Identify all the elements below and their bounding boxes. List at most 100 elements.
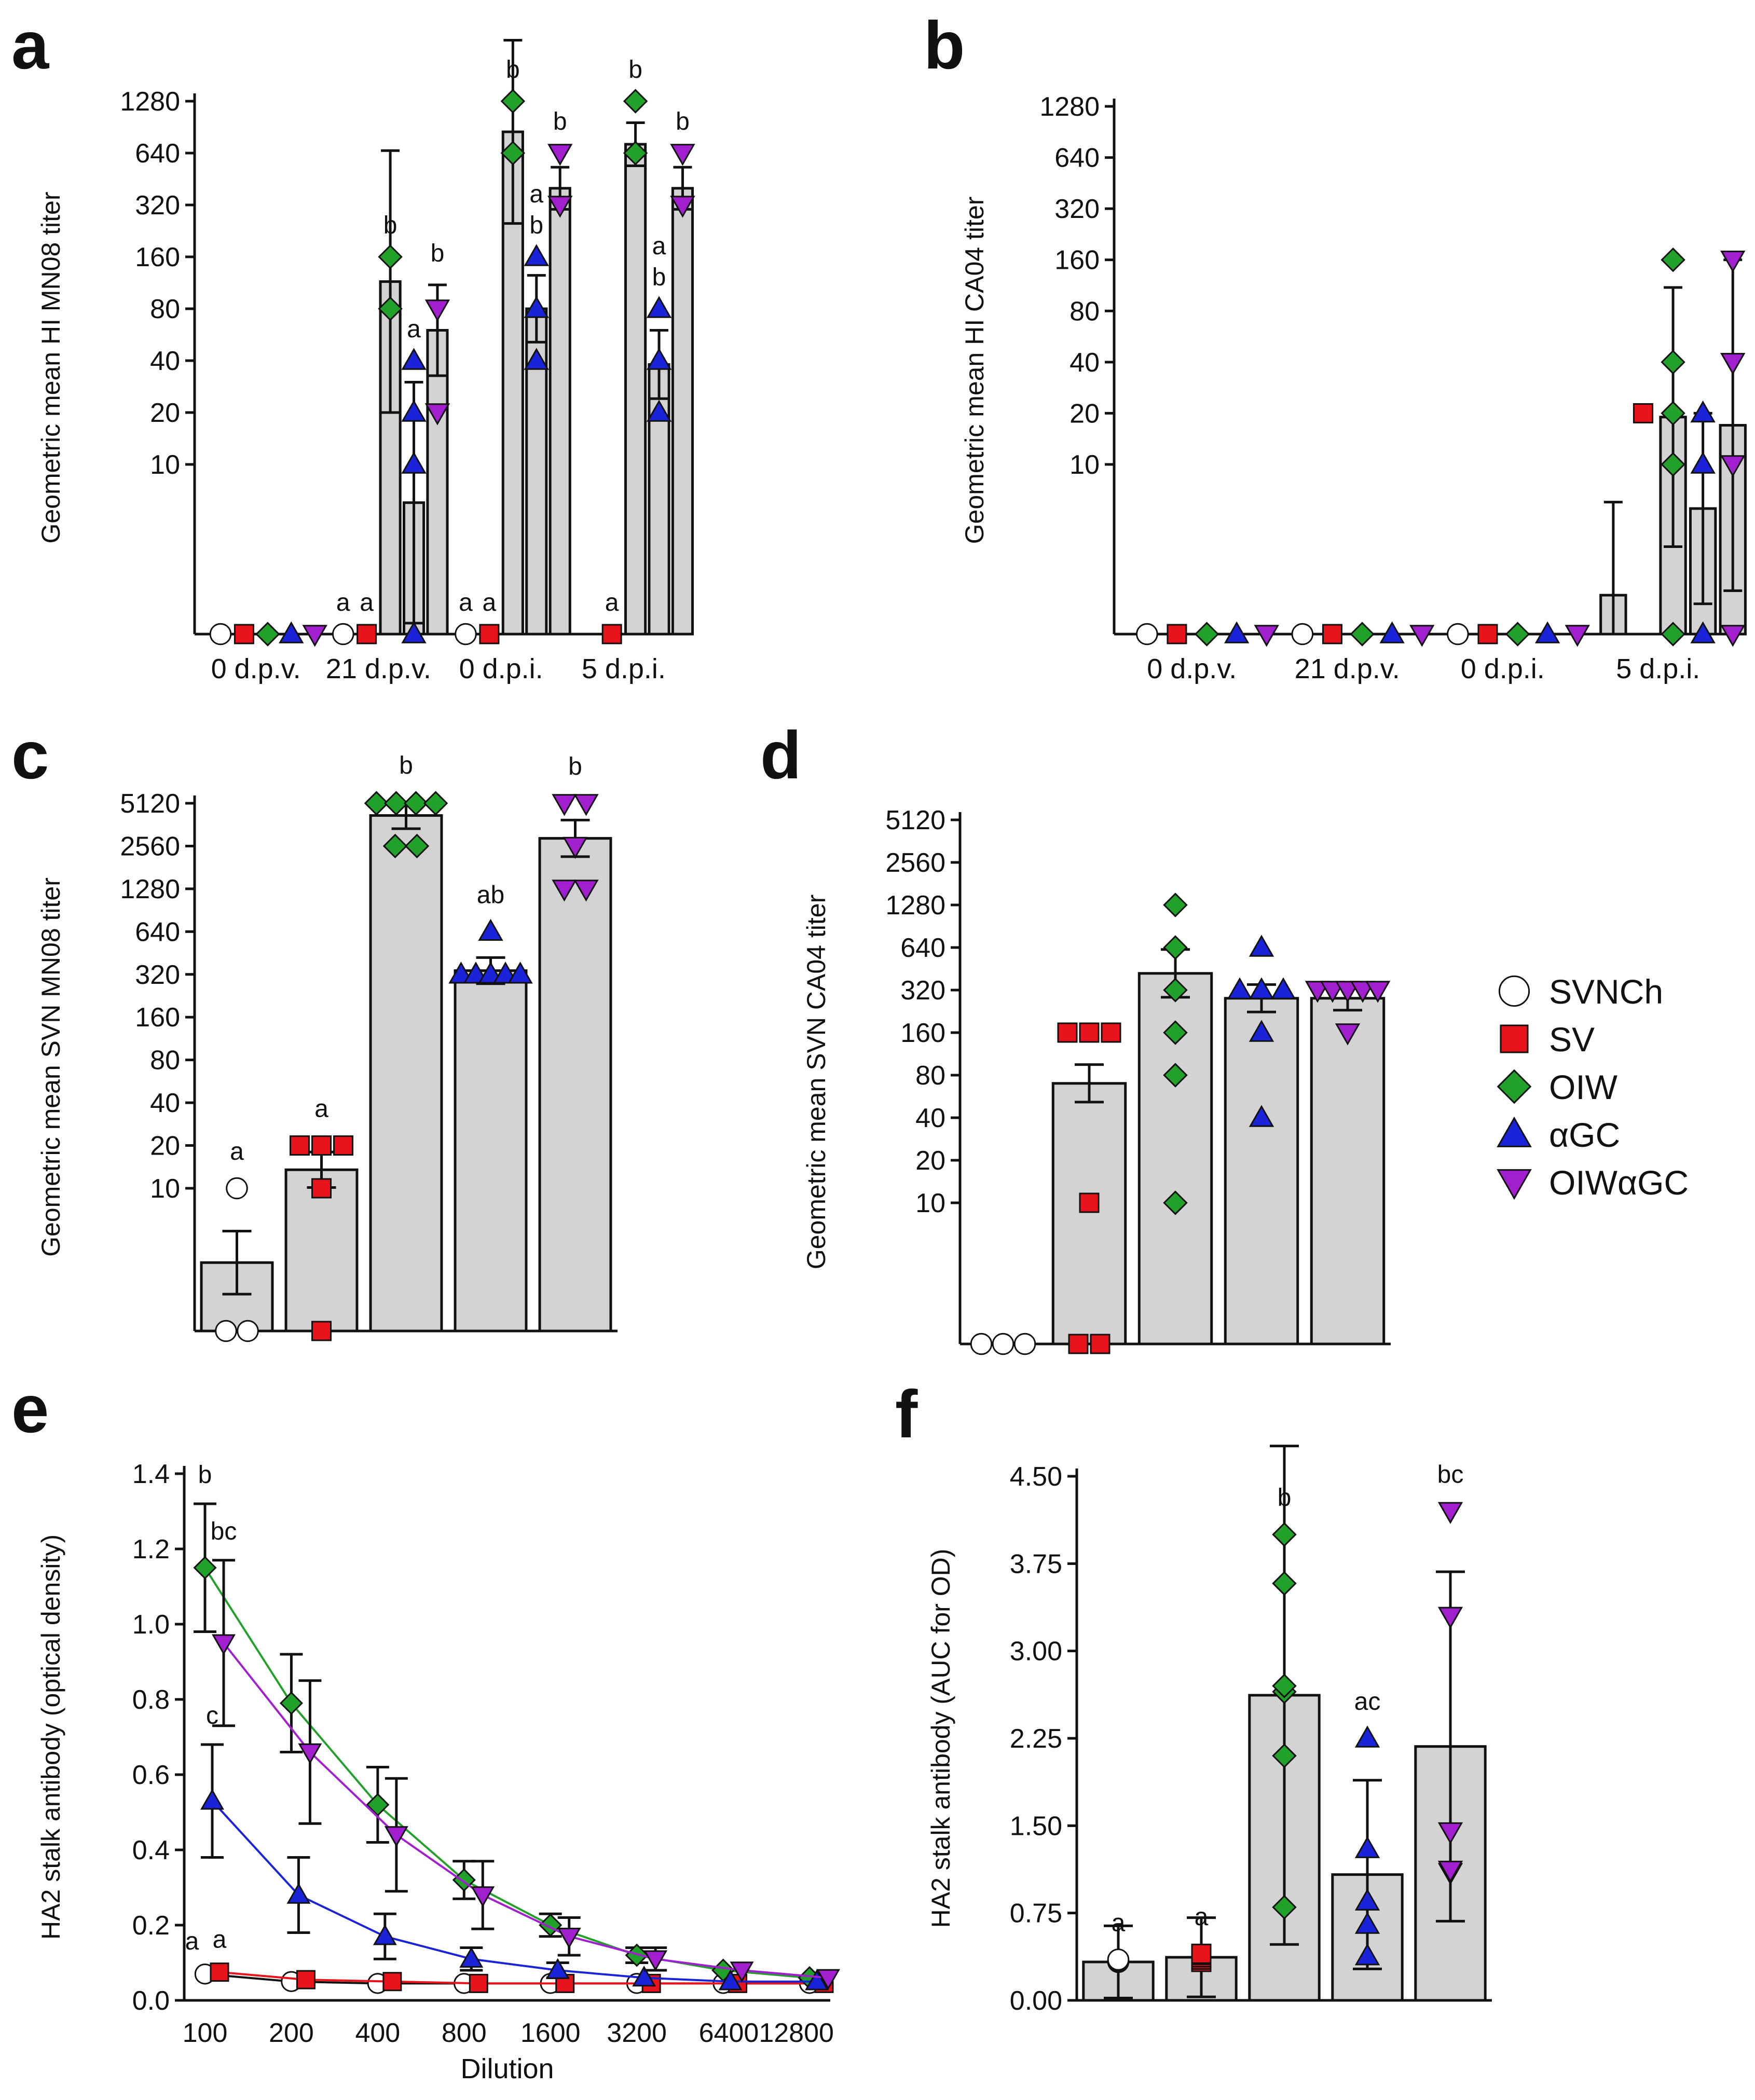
- data-point-SVNCh: [1013, 1333, 1036, 1355]
- data-point-OIW: [500, 141, 526, 166]
- data-point-SVNCh: [237, 1320, 259, 1342]
- significance-label: b: [628, 56, 642, 84]
- data-point-aGC: [805, 1969, 829, 1991]
- data-point-OIWaGC: [1437, 1822, 1463, 1845]
- legend-label-aGC: αGC: [1549, 1116, 1620, 1154]
- significance-label: bc: [1437, 1461, 1464, 1488]
- x-group-label: 0 d.p.v.: [211, 653, 301, 684]
- significance-label: a: [459, 589, 473, 616]
- x-tick-label: 1600: [520, 2018, 581, 2048]
- data-point-SV: [296, 1970, 316, 1989]
- data-point-aGC: [478, 918, 503, 941]
- data-point-SV: [290, 1135, 310, 1156]
- data-point-aGC: [1534, 621, 1560, 643]
- y-tick-label: 0.4: [132, 1835, 170, 1865]
- data-point-SVNCh: [1291, 623, 1314, 646]
- data-point-OIWaGC: [424, 299, 450, 322]
- data-point-OIWaGC: [1254, 625, 1279, 647]
- y-tick-label: 10: [150, 450, 180, 480]
- significance-label: ab: [477, 881, 504, 909]
- data-point-OIW: [423, 791, 448, 816]
- data-point-SV: [382, 1972, 402, 1992]
- bar: [624, 143, 647, 636]
- y-tick-label: 1280: [885, 890, 945, 921]
- legend-marker-SVNCh: [1498, 975, 1530, 1007]
- y-tick-label: 1280: [120, 87, 180, 117]
- data-point-OIW: [404, 833, 430, 859]
- significance-label: b: [1278, 1484, 1292, 1512]
- y-axis-label: HA2 stalk antibody (AUC for OD): [926, 1549, 955, 1928]
- x-group-label: 21 d.p.v.: [326, 653, 431, 684]
- data-point-OIWaGC: [1365, 981, 1391, 1003]
- y-axis-label: Geometric mean HI CA04 titer: [960, 197, 989, 544]
- data-point-aGC: [401, 348, 427, 370]
- data-point-OIW: [378, 244, 403, 269]
- significance-label: a: [230, 1138, 244, 1165]
- data-point-aGC: [1249, 977, 1274, 999]
- data-point-OIWaGC: [1437, 1502, 1463, 1524]
- data-point-SVNCh: [1107, 1948, 1130, 1971]
- data-point-OIWaGC: [547, 196, 573, 218]
- y-tick-label: 80: [150, 294, 180, 324]
- y-tick-label: 0.8: [132, 1685, 170, 1715]
- panel-letter: c: [11, 717, 49, 793]
- data-point-OIW: [500, 89, 526, 114]
- data-point-aGC: [1690, 451, 1716, 474]
- legend-label-SVNCh: SVNCh: [1549, 972, 1663, 1011]
- data-point-SV: [311, 1135, 332, 1156]
- y-tick-label: 4.50: [1010, 1462, 1062, 1492]
- data-point-SVNCh: [455, 623, 477, 646]
- data-point-aGC: [1354, 1725, 1380, 1748]
- significance-label: b: [198, 1461, 212, 1489]
- x-tick-label: 200: [269, 2018, 314, 2048]
- legend-label-OIWaGC: OIWαGC: [1549, 1163, 1689, 1202]
- y-tick-label: 0.2: [132, 1911, 170, 1941]
- data-point-OIW: [1163, 893, 1188, 917]
- series-line-aGC: [211, 1800, 817, 1983]
- y-tick-label: 40: [150, 1088, 180, 1118]
- data-point-aGC: [1379, 621, 1405, 643]
- significance-label: a: [1195, 1903, 1209, 1931]
- y-tick-label: 320: [135, 190, 180, 221]
- y-tick-label: 3.00: [1010, 1637, 1062, 1667]
- x-tick-label: 3200: [607, 2018, 667, 2048]
- data-point-OIWaGC: [547, 144, 573, 166]
- data-point-OIWaGC: [552, 880, 577, 902]
- y-tick-label: 5120: [885, 805, 945, 835]
- data-point-OIW: [1163, 1190, 1188, 1215]
- data-point-SV: [333, 1135, 353, 1156]
- data-point-OIWaGC: [1437, 1607, 1463, 1629]
- data-point-OIWaGC: [816, 1969, 840, 1990]
- significance-label: a: [529, 181, 543, 208]
- y-tick-label: 320: [900, 976, 945, 1006]
- bar: [1224, 997, 1299, 1346]
- data-point-OIW: [193, 1556, 217, 1580]
- data-point-OIW: [382, 833, 408, 859]
- data-point-aGC: [1354, 1912, 1380, 1934]
- data-point-OIW: [366, 1793, 390, 1817]
- data-point-OIW: [1661, 401, 1685, 426]
- data-point-aGC: [401, 451, 427, 474]
- y-axis-label: HA2 stalk antibody (optical density): [36, 1534, 65, 1940]
- data-point-SV: [357, 624, 377, 644]
- significance-label: ac: [1354, 1688, 1381, 1715]
- data-point-SVNCh: [215, 1320, 237, 1342]
- data-point-SV: [1079, 1192, 1100, 1213]
- x-group-label: 5 d.p.i.: [1616, 653, 1700, 684]
- legend-marker-OIWaGC: [1497, 1169, 1532, 1200]
- y-tick-label: 1.4: [132, 1459, 170, 1489]
- data-point-SV: [601, 624, 622, 644]
- y-tick-label: 640: [900, 933, 945, 963]
- y-tick-label: 10: [150, 1174, 180, 1204]
- significance-label: c: [206, 1702, 218, 1730]
- significance-label: a: [360, 589, 374, 616]
- data-point-SV: [311, 1178, 332, 1199]
- bar: [538, 837, 612, 1333]
- data-point-aGC: [401, 400, 427, 422]
- data-point-OIW: [1194, 622, 1219, 647]
- y-tick-label: 20: [150, 398, 180, 428]
- panel-letter: b: [924, 7, 965, 83]
- data-point-OIW: [403, 791, 429, 816]
- y-tick-label: 1.2: [132, 1534, 170, 1564]
- y-tick-label: 80: [1070, 296, 1100, 326]
